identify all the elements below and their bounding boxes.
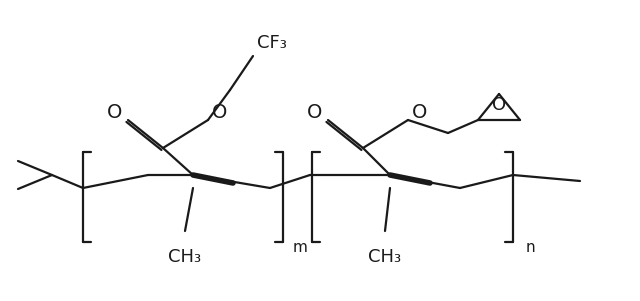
- Text: CH₃: CH₃: [168, 248, 202, 266]
- Text: O: O: [492, 96, 506, 114]
- Text: n: n: [525, 240, 535, 255]
- Text: O: O: [212, 104, 228, 123]
- Text: O: O: [412, 104, 428, 123]
- Text: CF₃: CF₃: [257, 34, 287, 52]
- Text: O: O: [108, 104, 123, 123]
- Text: O: O: [307, 104, 323, 123]
- Text: m: m: [292, 240, 307, 255]
- Text: CH₃: CH₃: [369, 248, 401, 266]
